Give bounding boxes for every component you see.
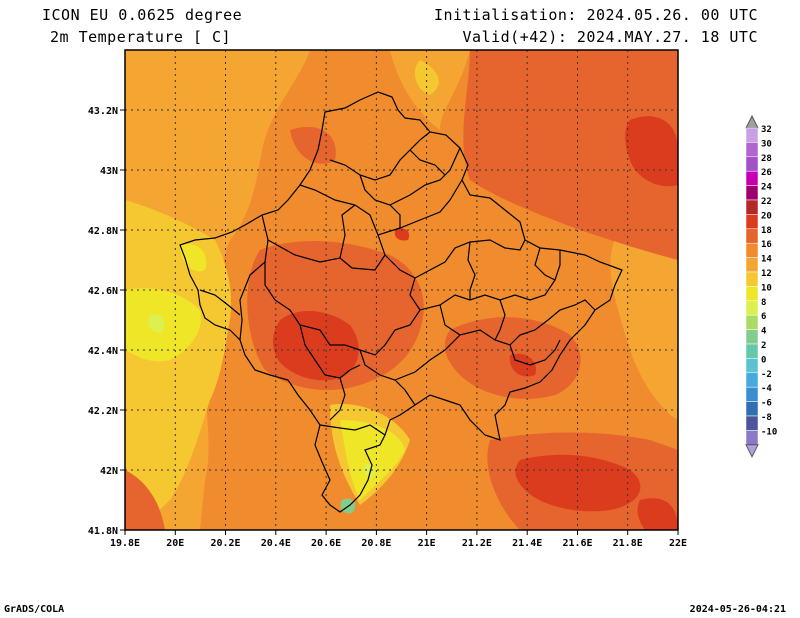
field-west-12	[125, 200, 232, 530]
legend-label: -10	[761, 427, 777, 437]
field-patch-12	[414, 60, 439, 95]
legend-label: 2	[761, 341, 766, 351]
legend-label: 24	[761, 183, 772, 193]
lat-tick-label: 42N	[100, 466, 118, 477]
field-patch-8	[148, 314, 165, 333]
legend-swatch	[745, 257, 759, 273]
legend-label: 26	[761, 168, 772, 178]
lon-tick-label: 21.2E	[462, 538, 492, 549]
legend-swatch	[745, 156, 759, 172]
lon-tick-label: 21E	[418, 538, 436, 549]
legend-label: 4	[761, 327, 767, 337]
lon-tick-label: 20.6E	[311, 538, 341, 549]
legend-label: 28	[761, 154, 772, 164]
footer-timestamp: 2024-05-26-04:21	[689, 604, 786, 615]
lon-tick-label: 20.8E	[361, 538, 391, 549]
legend-label: 16	[761, 240, 772, 250]
lon-tick-label: 21.8E	[613, 538, 643, 549]
legend-swatch	[745, 170, 759, 186]
footer-software: GrADS/COLA	[4, 604, 65, 615]
legend-swatch	[745, 271, 759, 287]
legend-label: 0	[761, 355, 766, 365]
legend-swatch	[745, 242, 759, 258]
legend-label: 30	[761, 139, 772, 149]
legend-swatch	[745, 286, 759, 302]
legend-bottom-arrow	[745, 444, 759, 458]
legend-swatch	[745, 314, 759, 330]
title-variable: 2m Temperature [ C]	[50, 28, 232, 46]
legend-label: 22	[761, 197, 772, 207]
lat-tick-label: 42.6N	[88, 286, 118, 297]
lat-tick-labels: 43.2N 43N 42.8N 42.6N 42.4N 42.2N 42N 41…	[88, 106, 118, 537]
legend-swatch	[745, 386, 759, 402]
legend-swatch	[745, 199, 759, 215]
field-central-20	[272, 310, 359, 381]
lon-tick-label: 20.2E	[210, 538, 240, 549]
legend-label: 18	[761, 226, 772, 236]
title-initialisation: Initialisation: 2024.05.26. 00 UTC	[433, 6, 758, 24]
legend-swatch	[745, 185, 759, 201]
lat-tick-label: 43.2N	[88, 106, 118, 117]
title-valid-time: Valid(+42): 2024.MAY.27. 18 UTC	[462, 28, 758, 46]
title-model: ICON EU 0.0625 degree	[42, 6, 243, 24]
field-east-14	[610, 228, 678, 420]
lon-tick-label: 20E	[166, 538, 184, 549]
lat-tick-label: 42.4N	[88, 346, 118, 357]
legend-swatch	[745, 343, 759, 359]
legend-label: 10	[761, 283, 772, 293]
legend-label: -6	[761, 399, 772, 409]
lat-tick-label: 42.8N	[88, 226, 118, 237]
field-northeast-18	[463, 50, 678, 260]
lon-tick-labels: 19.8E 20E 20.2E 20.4E 20.6E 20.8E 21E 21…	[110, 538, 687, 549]
lat-tick-label: 43N	[100, 166, 118, 177]
legend-swatch	[745, 401, 759, 417]
legend-label: 20	[761, 211, 772, 221]
lon-tick-label: 21.4E	[512, 538, 542, 549]
field-south-10	[340, 420, 405, 500]
legend-label: 32	[761, 125, 772, 135]
legend-swatch	[745, 214, 759, 230]
legend-label: 6	[761, 312, 766, 322]
legend-swatch	[745, 329, 759, 345]
legend-swatch	[745, 127, 759, 143]
legend-label: -4	[761, 384, 772, 394]
legend-swatch	[745, 300, 759, 316]
legend-label: -2	[761, 370, 772, 380]
legend-swatch	[745, 415, 759, 431]
legend-label: 12	[761, 269, 772, 279]
boundaries	[179, 91, 623, 513]
lon-tick-label: 22E	[669, 538, 687, 549]
legend-label: 8	[761, 298, 766, 308]
tick-marks	[120, 109, 679, 535]
legend-top-arrow	[745, 114, 759, 129]
lon-tick-label: 19.8E	[110, 538, 140, 549]
lat-tick-label: 42.2N	[88, 406, 118, 417]
legend-label: 14	[761, 255, 772, 265]
legend-label: -8	[761, 413, 772, 423]
field-east-20	[625, 116, 678, 187]
legend-swatch	[745, 142, 759, 158]
legend-swatch	[745, 228, 759, 244]
lon-tick-label: 20.4E	[261, 538, 291, 549]
country-outline	[179, 91, 623, 513]
graticule	[125, 50, 678, 530]
legend-swatch	[745, 430, 759, 446]
legend-swatch	[745, 358, 759, 374]
lat-tick-label: 41.8N	[88, 526, 118, 537]
legend-swatch	[745, 372, 759, 388]
lon-tick-label: 21.6E	[562, 538, 592, 549]
